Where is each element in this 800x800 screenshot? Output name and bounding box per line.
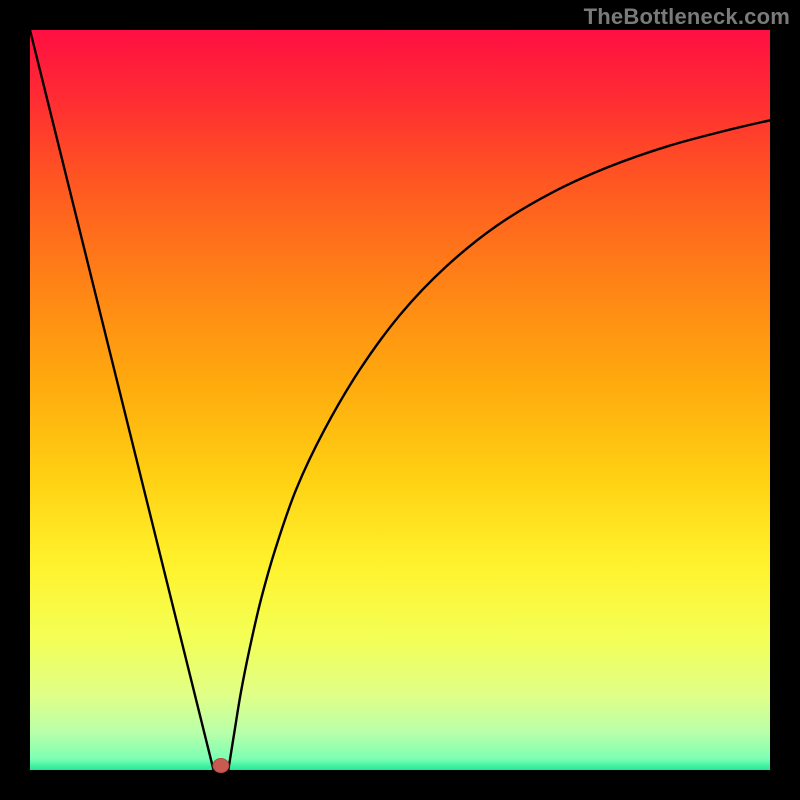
optimum-marker xyxy=(213,759,229,773)
bottleneck-chart xyxy=(0,0,800,800)
plot-background xyxy=(30,30,770,770)
stage: TheBottleneck.com xyxy=(0,0,800,800)
